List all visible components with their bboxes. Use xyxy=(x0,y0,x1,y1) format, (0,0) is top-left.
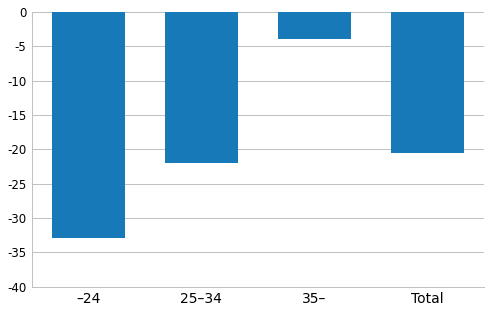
Bar xyxy=(164,12,238,163)
Bar xyxy=(52,12,125,239)
Bar xyxy=(391,12,464,153)
Bar xyxy=(278,12,351,39)
